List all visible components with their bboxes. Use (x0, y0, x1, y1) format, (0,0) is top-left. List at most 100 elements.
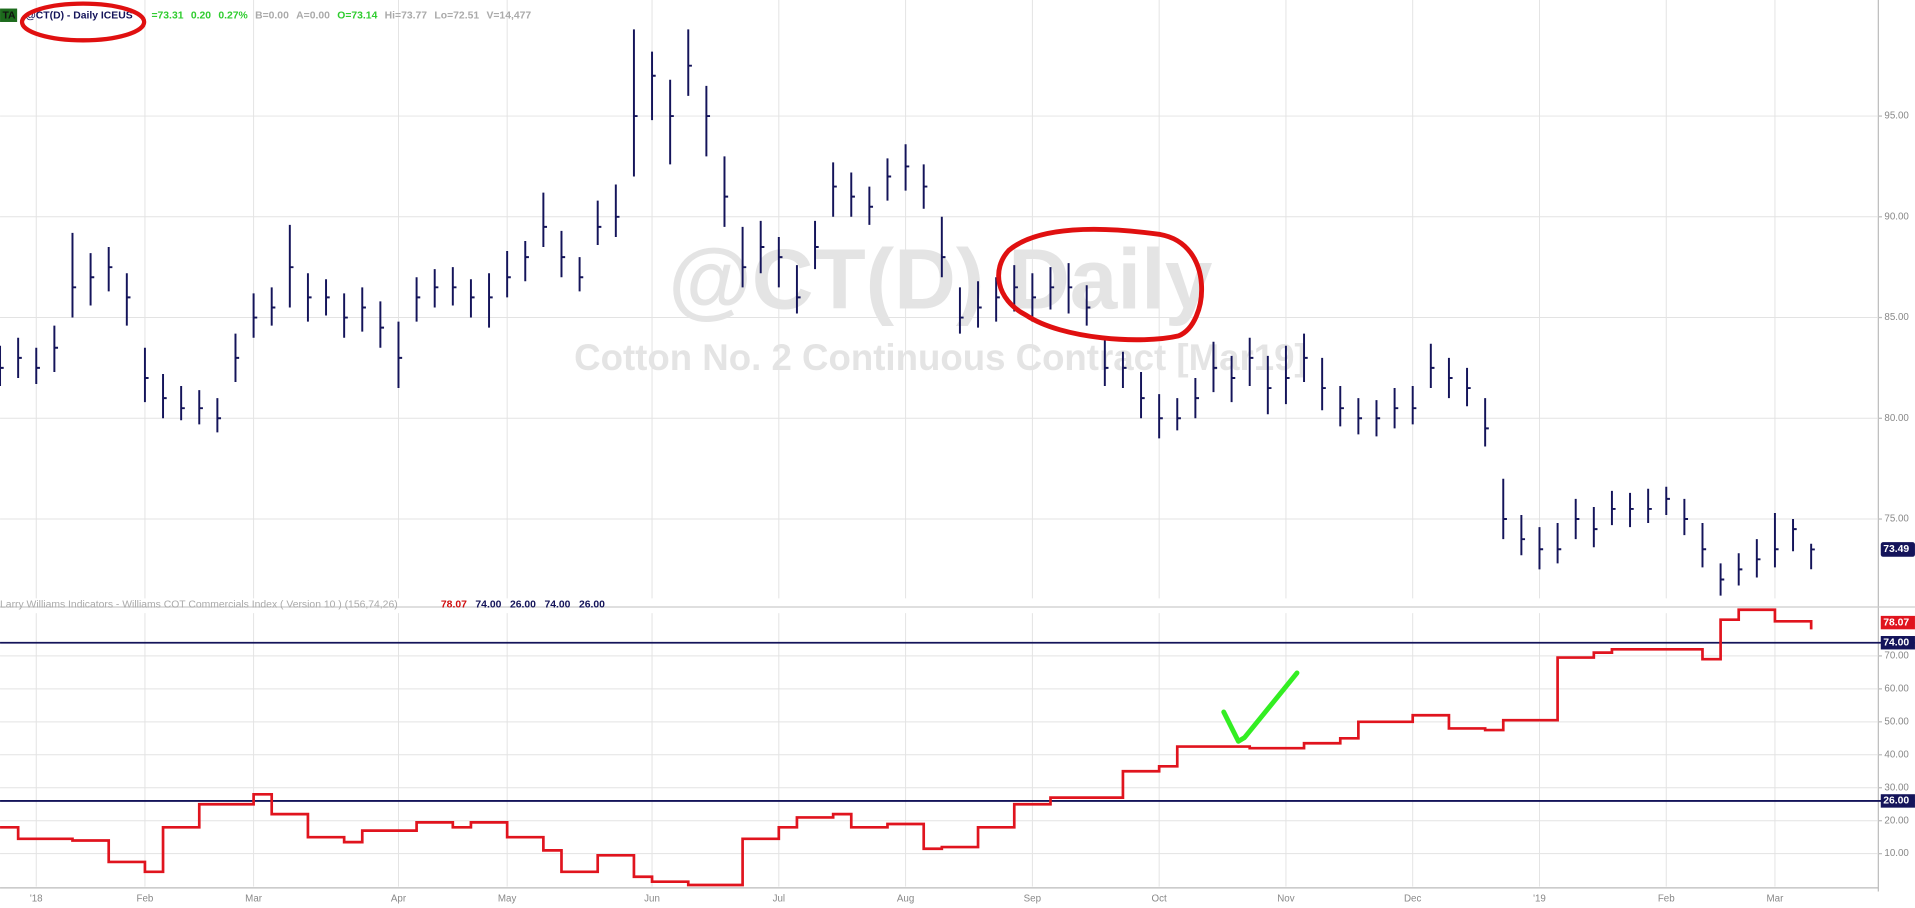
quote: =73.31 0.20 0.27% B=0.00 A=0.00 O=73.14 Hi=73.… (151, 11, 531, 22)
price-bar (759, 220, 765, 274)
quote-item: Hi=73.77 (385, 11, 428, 22)
indicator-title: Larry Williams Indicators - Williams COT… (0, 599, 398, 610)
price-bar (1357, 398, 1363, 435)
x-tick-label: Mar (245, 893, 263, 904)
quote-item: 0.20 (191, 11, 211, 22)
price-bar (524, 240, 529, 282)
y-tick-label: 10.00 (1884, 848, 1909, 859)
y-tick-label: 75.00 (1884, 514, 1909, 525)
y-tick-label: 30.00 (1884, 782, 1909, 793)
price-bar (904, 144, 910, 191)
y-tick-label: 60.00 (1884, 683, 1909, 694)
price-bar (868, 186, 874, 225)
price-bar (1303, 333, 1308, 383)
quote-item: =73.31 (151, 11, 183, 22)
price-bar (162, 373, 167, 419)
price-bar (1321, 357, 1326, 411)
threshold-box (1880, 794, 1915, 808)
price-bar (252, 293, 258, 338)
quote-item: 0.27% (218, 11, 247, 22)
indicator-value: 74.00 (475, 599, 501, 610)
x-tick-label: '19 (1533, 893, 1546, 904)
price-bar (741, 226, 747, 288)
price-bar (1610, 490, 1616, 526)
price-bar (1158, 394, 1163, 439)
x-tick-label: Nov (1277, 893, 1294, 904)
price-bar (977, 281, 982, 328)
quote-item: B=0.00 (255, 11, 289, 22)
price-bar (669, 79, 674, 165)
annotation-circle (996, 226, 1205, 343)
price-bar (1683, 498, 1689, 536)
x-tick-label: May (498, 893, 517, 904)
price-bar (1810, 543, 1815, 570)
price-bar (922, 164, 928, 209)
price-bar (632, 29, 638, 177)
y-tick-label: 95.00 (1884, 111, 1909, 122)
price-bar (1773, 512, 1779, 568)
price-bar (832, 162, 837, 217)
x-tick-label: '18 (30, 893, 43, 904)
price-bar (1266, 355, 1272, 415)
price-bar (306, 273, 312, 322)
y-tick-label: 70.00 (1884, 650, 1909, 661)
grid (0, 0, 1879, 887)
price-bar (143, 347, 149, 403)
price-bar (288, 224, 294, 308)
price-bar (1665, 486, 1670, 515)
price-bar (17, 337, 22, 378)
price-bar (1484, 398, 1489, 447)
price-bar (723, 156, 729, 227)
price-bar (488, 273, 493, 328)
x-tick-label: Oct (1152, 893, 1167, 904)
price-bar (234, 333, 240, 383)
price-bar (1121, 351, 1127, 389)
price-bar (0, 345, 4, 387)
annotation-check (1221, 670, 1300, 744)
price-bar (325, 279, 330, 316)
price-bar (1393, 388, 1399, 429)
price-bar (995, 277, 1000, 322)
price-bar (687, 29, 692, 96)
price-bar (1755, 539, 1761, 578)
y-tick-label: 40.00 (1884, 749, 1909, 760)
threshold-box (1880, 636, 1915, 650)
indicator-value: 78.07 (441, 599, 467, 610)
price-bar (53, 325, 59, 372)
price-bar (1556, 523, 1562, 564)
price-bar (379, 301, 385, 348)
tag-box (0, 8, 18, 22)
y-tick-label: 85.00 (1884, 312, 1909, 323)
price-bar (107, 247, 113, 292)
price-bar (1592, 506, 1598, 548)
price-bar (1502, 478, 1507, 540)
tag: TA (2, 11, 16, 22)
y-tick-label: 90.00 (1884, 211, 1909, 222)
quote-item: O=73.14 (337, 11, 377, 22)
price-bar (1647, 488, 1652, 524)
price-bar (1520, 514, 1526, 556)
x-tick-label: Jun (644, 893, 660, 904)
x-tick-label: Dec (1404, 893, 1421, 904)
x-tick-label: Apr (391, 893, 407, 904)
price-bar (361, 287, 366, 332)
price-bar (651, 51, 656, 121)
price-bar (1013, 265, 1018, 312)
price-bar (506, 251, 511, 298)
price-bar (1067, 263, 1073, 314)
last-value-label: 78.07 (1883, 617, 1909, 628)
price-bar (1140, 371, 1145, 419)
price-bar (542, 192, 548, 248)
watermark-title: @CT(D) Daily (668, 232, 1212, 327)
price-bar (578, 257, 584, 292)
price-bar (71, 232, 77, 318)
x-tick-label: Mar (1767, 893, 1785, 904)
price-bar (1574, 498, 1580, 540)
price-bar (89, 253, 95, 306)
price-bar (886, 158, 892, 201)
marks (0, 29, 1915, 887)
price-bar (1176, 398, 1181, 431)
price-bar (814, 220, 819, 270)
price-bar (850, 172, 855, 217)
